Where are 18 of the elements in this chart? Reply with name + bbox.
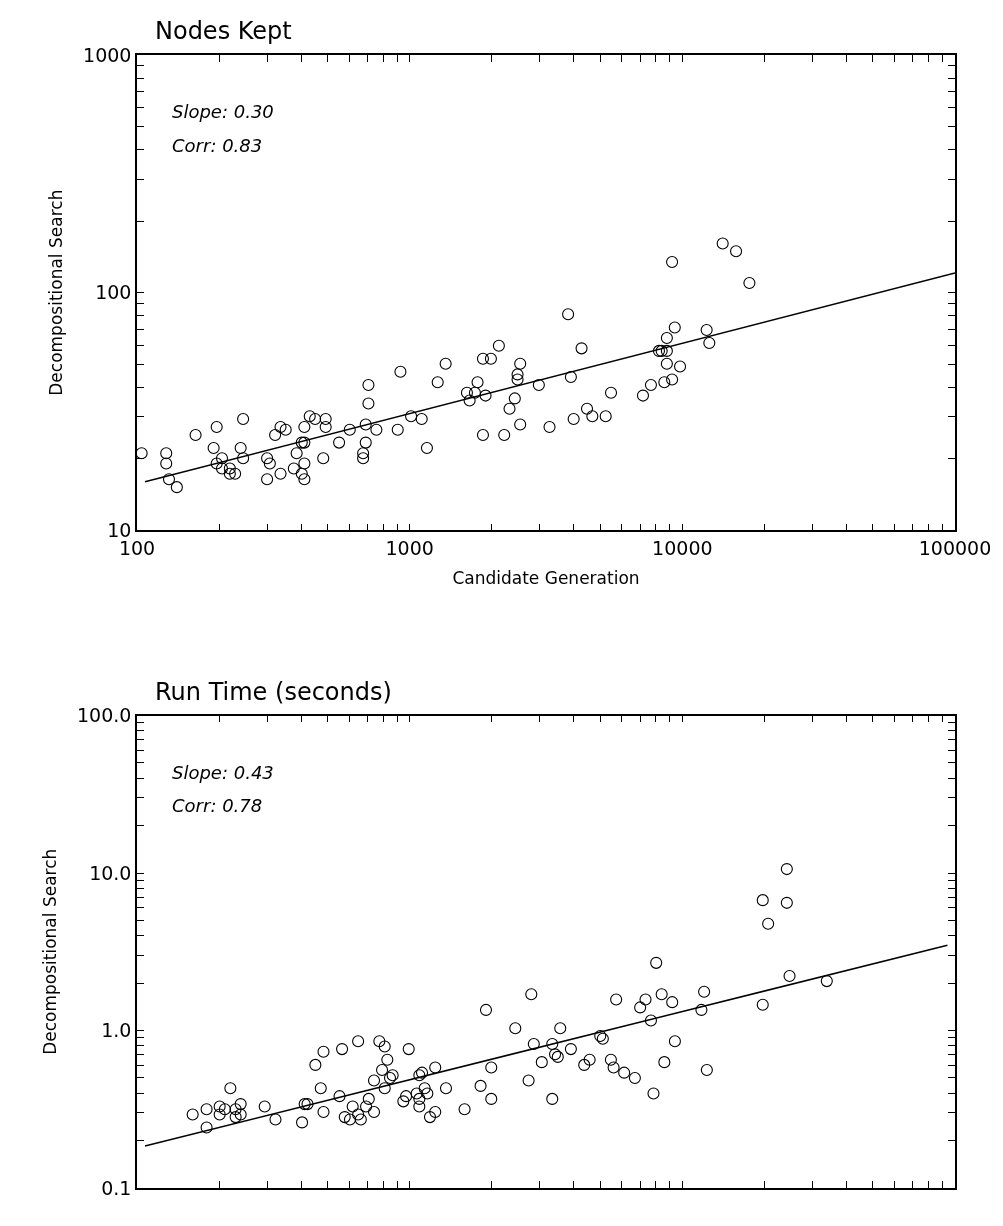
y-tick-label: 0.1	[101, 1176, 132, 1199]
chart-title: Nodes Kept	[155, 17, 292, 45]
y-tick-label: 1.0	[101, 1019, 132, 1042]
annotation: Slope: 0.43	[172, 762, 274, 783]
y-tick-label: 10.0	[89, 861, 132, 884]
y-axis-title: Decompositional Search	[40, 848, 61, 1055]
y-tick-label: 100.0	[77, 704, 132, 727]
x-tick-label: 1000	[385, 536, 434, 559]
x-tick-label: 100000	[918, 536, 992, 559]
y-tick-label: 100	[95, 281, 132, 304]
y-axis-title: Decompositional Search	[46, 189, 67, 396]
x-axis-title: Candidate Generation	[452, 567, 640, 588]
annotation: Corr: 0.83	[172, 135, 263, 156]
chart-title: Run Time (seconds)	[155, 678, 392, 706]
annotation: Slope: 0.30	[172, 101, 274, 122]
annotation: Corr: 0.78	[172, 795, 263, 816]
y-tick-label: 1000	[83, 43, 132, 66]
x-tick-label: 10000	[652, 536, 713, 559]
